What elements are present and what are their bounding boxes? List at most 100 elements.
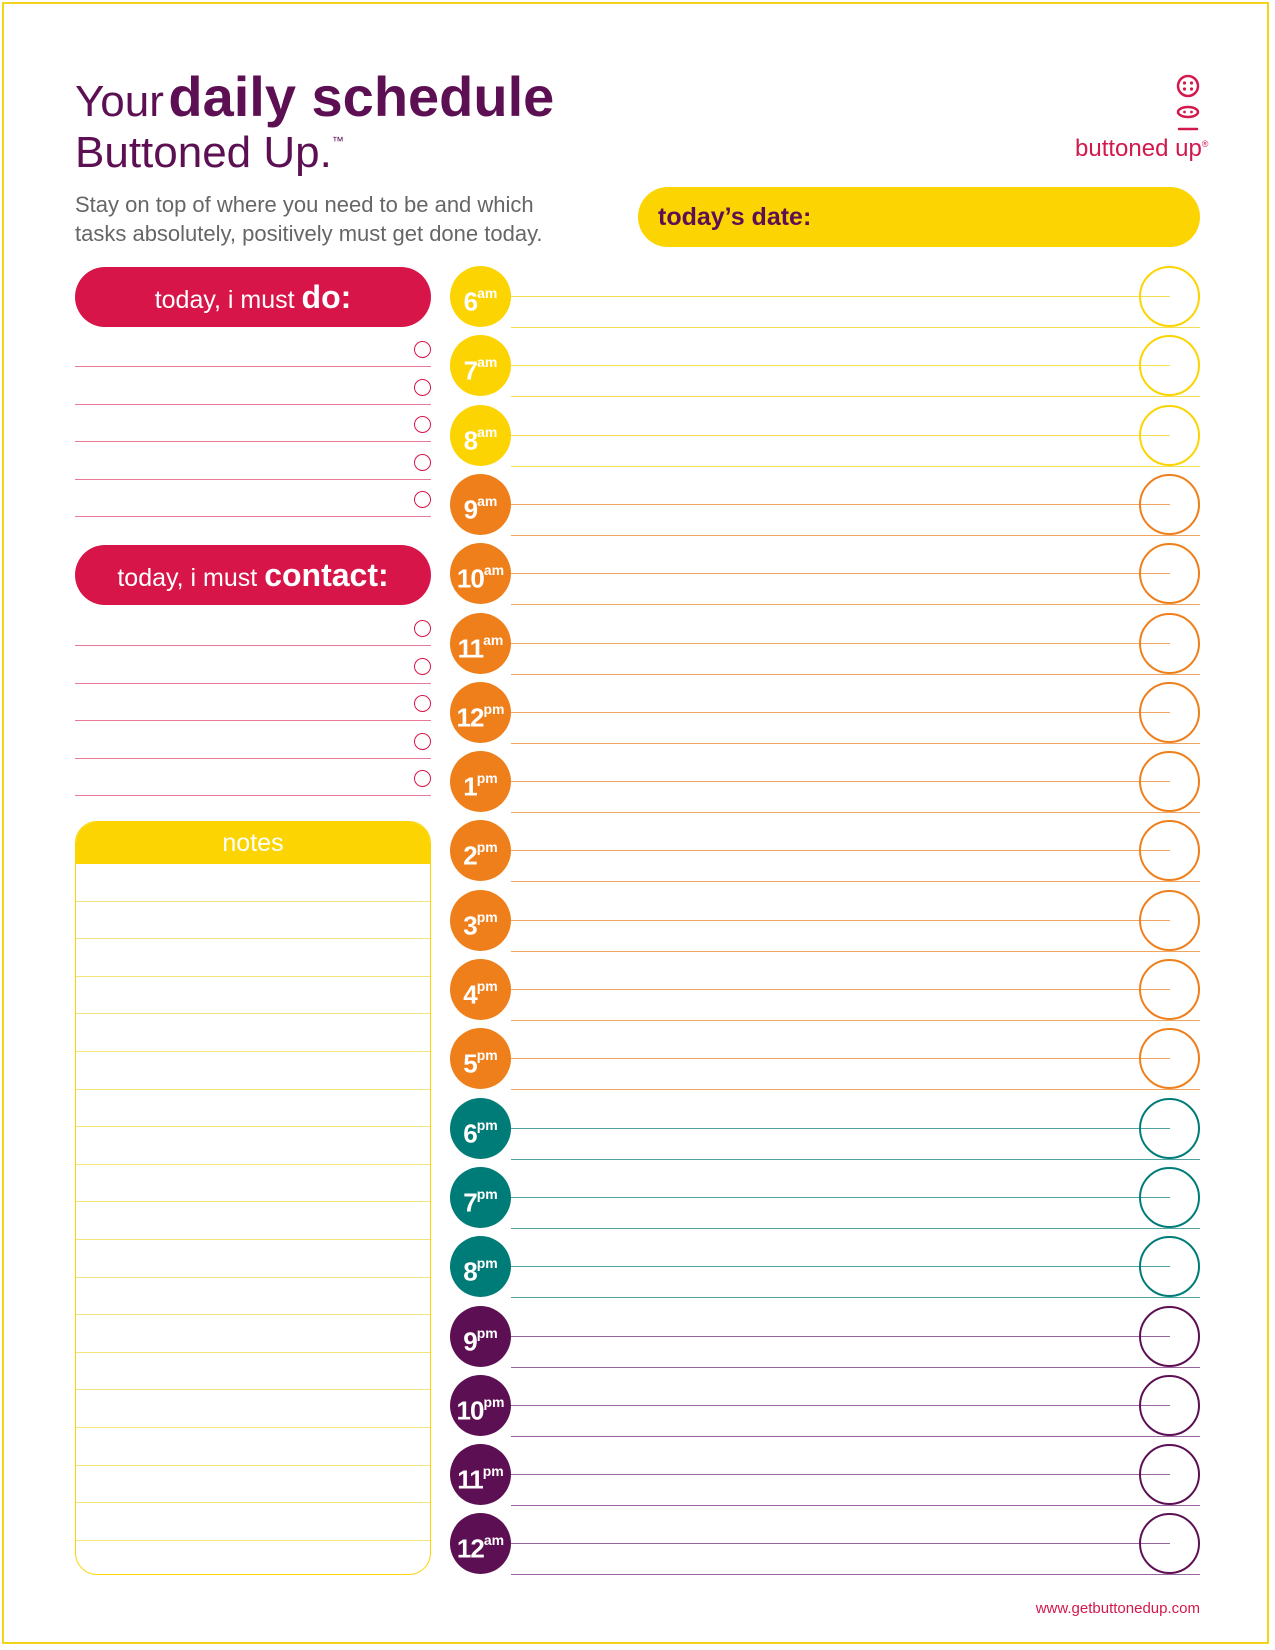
checkbox-circle-icon[interactable] [414,732,431,750]
hour-row[interactable]: 10am [450,543,1200,606]
do-item-line[interactable] [75,479,431,517]
note-line[interactable] [76,1127,430,1165]
brand-logo-text: buttoned up® [1075,135,1208,163]
contact-item-line[interactable] [75,646,431,684]
note-line[interactable] [76,1278,430,1316]
note-line[interactable] [76,1428,430,1466]
hour-checkbox-icon[interactable] [1139,1028,1200,1090]
checkbox-circle-icon[interactable] [414,657,431,675]
hour-row[interactable]: 1pm [450,751,1200,814]
hour-row[interactable]: 2pm [450,820,1200,883]
note-line[interactable] [76,1090,430,1128]
hour-row[interactable]: 7pm [450,1166,1200,1229]
hour-number: 1 [463,771,478,802]
checkbox-circle-icon[interactable] [414,770,431,787]
hour-row[interactable]: 12pm [450,681,1200,744]
hour-suffix: pm [476,1185,498,1202]
hour-suffix: pm [476,978,498,994]
hour-number: 6 [463,286,479,317]
note-line[interactable] [76,939,430,977]
note-line[interactable] [76,1165,430,1203]
note-line[interactable] [76,1466,430,1504]
hour-half-line [511,1266,1170,1268]
hour-row[interactable]: 7am [450,335,1200,398]
hour-checkbox-icon[interactable] [1139,1305,1200,1367]
hour-checkbox-icon[interactable] [1139,266,1200,327]
hour-half-line [511,919,1170,921]
hour-line [511,1505,1200,1507]
hour-checkbox-icon[interactable] [1139,1444,1200,1506]
hour-number: 5 [463,1048,478,1079]
hour-suffix: pm [482,1463,504,1480]
hour-line [511,673,1200,675]
note-line[interactable] [76,902,430,940]
contact-item-line[interactable] [75,608,431,646]
hour-checkbox-icon[interactable] [1139,751,1200,813]
checkbox-circle-icon[interactable] [414,620,431,637]
hour-line [511,742,1200,744]
checkbox-circle-icon[interactable] [414,378,431,396]
do-item-line[interactable] [75,329,431,367]
footer-url[interactable]: www.getbuttonedup.com [1035,1600,1200,1617]
hour-row[interactable]: 11am [450,612,1200,675]
hour-row[interactable]: 12am [450,1513,1200,1576]
hour-suffix: am [483,631,504,648]
checkbox-circle-icon[interactable] [414,491,431,508]
hour-checkbox-icon[interactable] [1139,335,1200,397]
hour-row[interactable]: 8pm [450,1236,1200,1299]
hour-half-line [511,365,1170,367]
hour-checkbox-icon[interactable] [1139,820,1200,882]
note-line[interactable] [76,1014,430,1052]
hour-row[interactable]: 6am [450,266,1200,328]
hour-checkbox-icon[interactable] [1139,612,1200,674]
hour-row[interactable]: 10pm [450,1374,1200,1437]
hour-row[interactable]: 5pm [450,1028,1200,1091]
contact-item-line[interactable] [75,721,431,759]
contact-section-header: today, i must contact: [75,545,431,605]
hour-checkbox-icon[interactable] [1139,681,1200,743]
hour-row[interactable]: 9am [450,473,1200,536]
hour-checkbox-icon[interactable] [1139,404,1200,466]
do-item-line[interactable] [75,404,431,442]
do-item-line[interactable] [75,367,431,405]
hour-checkbox-icon[interactable] [1139,1236,1200,1298]
hour-row[interactable]: 8am [450,404,1200,467]
note-line[interactable] [76,1202,430,1240]
contact-item-line[interactable] [75,683,431,721]
hour-row[interactable]: 11pm [450,1444,1200,1507]
hour-checkbox-icon[interactable] [1139,959,1200,1020]
hour-checkbox-icon[interactable] [1139,889,1200,951]
note-line[interactable] [76,977,430,1015]
hour-checkbox-icon[interactable] [1139,1374,1200,1436]
note-line[interactable] [76,1503,430,1541]
note-line[interactable] [76,864,430,902]
note-line[interactable] [76,1390,430,1428]
hour-checkbox-icon[interactable] [1139,1513,1200,1575]
hour-row[interactable]: 3pm [450,889,1200,952]
hour-row[interactable]: 9pm [450,1305,1200,1368]
hour-suffix: pm [476,1324,498,1341]
checkbox-circle-icon[interactable] [414,416,431,433]
hour-line [511,812,1200,814]
hour-checkbox-icon[interactable] [1139,473,1200,535]
do-item-line[interactable] [75,442,431,480]
hour-checkbox-icon[interactable] [1139,1097,1200,1159]
note-line[interactable] [76,1353,430,1391]
date-field[interactable]: today’s date: [638,187,1200,247]
hour-row[interactable]: 6pm [450,1097,1200,1160]
notes-box[interactable]: notes [75,821,431,1575]
hour-checkbox-icon[interactable] [1139,1166,1200,1228]
contact-item-line[interactable] [75,758,431,796]
buttons-logo-icon [1176,74,1200,131]
note-line[interactable] [76,1240,430,1278]
hour-half-line [511,1404,1170,1406]
note-line[interactable] [76,1315,430,1353]
note-line[interactable] [76,1052,430,1090]
hour-checkbox-icon[interactable] [1139,543,1200,605]
hour-row[interactable]: 4pm [450,959,1200,1021]
checkbox-circle-icon[interactable] [414,453,431,471]
checkbox-circle-icon[interactable] [414,695,431,712]
hour-number: 9 [463,1326,478,1357]
checkbox-circle-icon[interactable] [414,341,431,358]
note-line[interactable] [76,1541,430,1574]
